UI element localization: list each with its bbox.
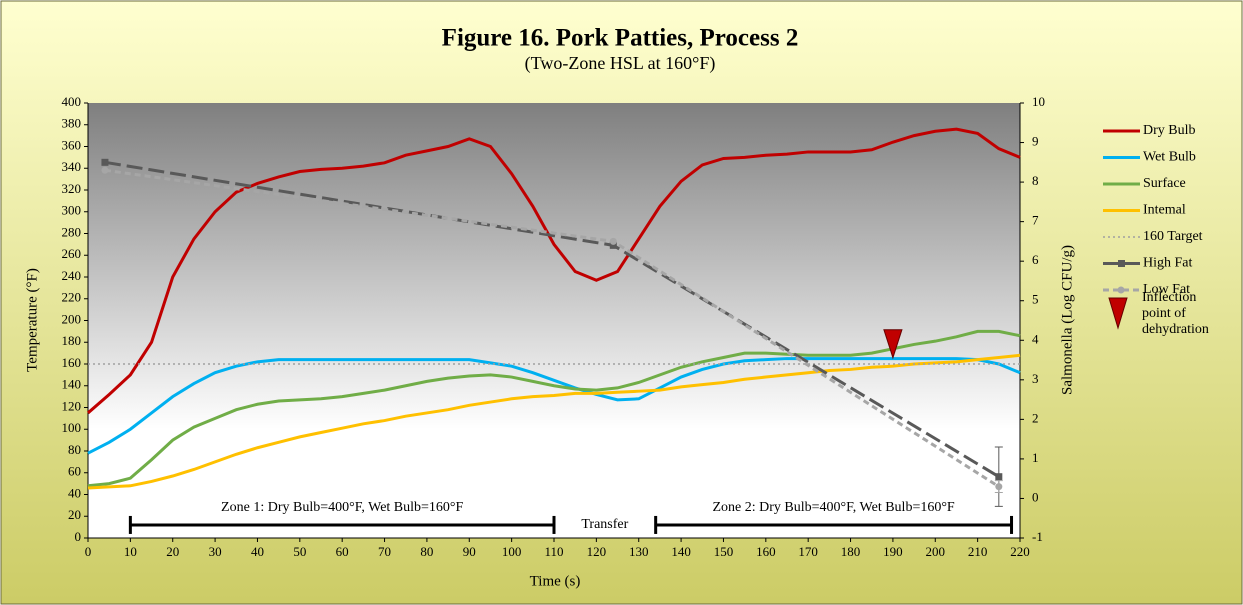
legend-marker [1118, 260, 1125, 267]
series-line [87, 329, 1021, 488]
y2-axis-label: Salmonella (Log CFU/g) [1059, 245, 1075, 395]
legend-inflection-label: Inflection point of dehydration [1142, 290, 1209, 337]
y-tick-label: 40 [68, 485, 81, 500]
x-tick-label: 100 [502, 544, 522, 559]
x-tick-label: 30 [209, 544, 222, 559]
x-tick-label: 120 [587, 544, 607, 559]
y2-tick-label: 2 [1032, 410, 1039, 425]
y2-tick-label: 3 [1032, 371, 1039, 386]
x-tick-label: 130 [629, 544, 649, 559]
y-tick-label: 320 [62, 181, 82, 196]
marker [609, 237, 617, 245]
x-tick-label: 90 [463, 544, 476, 559]
x-tick-label: 10 [124, 544, 137, 559]
x-tick-label: 80 [420, 544, 433, 559]
y2-tick-label: 5 [1032, 292, 1039, 307]
y-tick-label: 400 [62, 94, 82, 109]
y2-tick-label: 9 [1032, 134, 1039, 149]
y-tick-label: 380 [62, 116, 82, 131]
legend-label: 160 Target [1143, 229, 1203, 244]
zone-label: Transfer [581, 517, 628, 532]
legend-label: Intemal [1143, 203, 1186, 218]
y2-tick-label: 7 [1032, 213, 1039, 228]
x-tick-label: 150 [714, 544, 734, 559]
x-tick-label: 170 [798, 544, 818, 559]
chart-subtitle: (Two-Zone HSL at 160°F) [525, 53, 716, 74]
x-axis-label: Time (s) [530, 573, 581, 589]
y2-tick-label: 10 [1032, 94, 1045, 109]
zone-label: Zone 1: Dry Bulb=400°F, Wet Bulb=160°F [221, 500, 463, 515]
y-tick-label: 260 [62, 246, 82, 261]
x-tick-label: 70 [378, 544, 391, 559]
y2-tick-label: -1 [1032, 529, 1043, 544]
y-tick-label: 160 [62, 355, 82, 370]
y2-tick-label: 8 [1032, 173, 1039, 188]
chart-title: Figure 16. Pork Patties, Process 2 [442, 25, 799, 52]
y-tick-label: 300 [62, 203, 82, 218]
legend-marker [1117, 286, 1125, 294]
x-tick-label: 180 [841, 544, 861, 559]
y-tick-label: 60 [68, 464, 81, 479]
y2-tick-label: 4 [1032, 331, 1039, 346]
legend-label: High Fat [1143, 256, 1193, 271]
y-tick-label: 280 [62, 224, 82, 239]
x-tick-label: 160 [756, 544, 776, 559]
marker [995, 473, 1003, 481]
marker [101, 158, 109, 166]
y-tick-label: 240 [62, 268, 82, 283]
legend-label: Dry Bulb [1143, 123, 1196, 138]
y-tick-label: 20 [68, 507, 81, 522]
x-tick-label: 20 [166, 544, 179, 559]
marker [101, 166, 109, 174]
y-tick-label: 200 [62, 311, 82, 326]
marker [609, 241, 617, 249]
legend-label: Surface [1143, 176, 1186, 191]
y2-tick-label: 1 [1032, 450, 1039, 465]
y-tick-label: 340 [62, 159, 82, 174]
x-tick-label: 220 [1010, 544, 1030, 559]
x-tick-label: 210 [968, 544, 988, 559]
y-axis-label: Temperature (°F) [24, 268, 40, 372]
x-tick-label: 190 [883, 544, 903, 559]
y-tick-label: 80 [68, 442, 81, 457]
marker [995, 483, 1003, 491]
y-tick-label: 0 [75, 529, 82, 544]
x-tick-label: 60 [336, 544, 349, 559]
series-line [87, 353, 1021, 490]
x-tick-label: 200 [926, 544, 946, 559]
series-line [87, 127, 1021, 415]
x-tick-label: 40 [251, 544, 264, 559]
y-tick-label: 220 [62, 290, 82, 305]
y-tick-label: 180 [62, 333, 82, 348]
legend-label: Wet Bulb [1143, 150, 1196, 165]
x-tick-label: 0 [85, 544, 92, 559]
y2-tick-label: 0 [1032, 489, 1039, 504]
y2-tick-label: 6 [1032, 252, 1039, 267]
x-tick-label: 50 [293, 544, 306, 559]
y-tick-label: 100 [62, 420, 82, 435]
x-tick-label: 110 [544, 544, 563, 559]
legend-inflection: Inflection point of dehydration [1142, 290, 1209, 337]
inflection-marker [883, 329, 903, 360]
legend-inflection-marker [1108, 297, 1128, 330]
y-tick-label: 120 [62, 398, 82, 413]
x-tick-label: 140 [671, 544, 691, 559]
legend-label: Low Fat [1143, 282, 1190, 297]
zone-label: Zone 2: Dry Bulb=400°F, Wet Bulb=160°F [712, 500, 954, 515]
y-tick-label: 360 [62, 137, 82, 152]
y-tick-label: 140 [62, 377, 82, 392]
plot-area [88, 103, 1020, 538]
